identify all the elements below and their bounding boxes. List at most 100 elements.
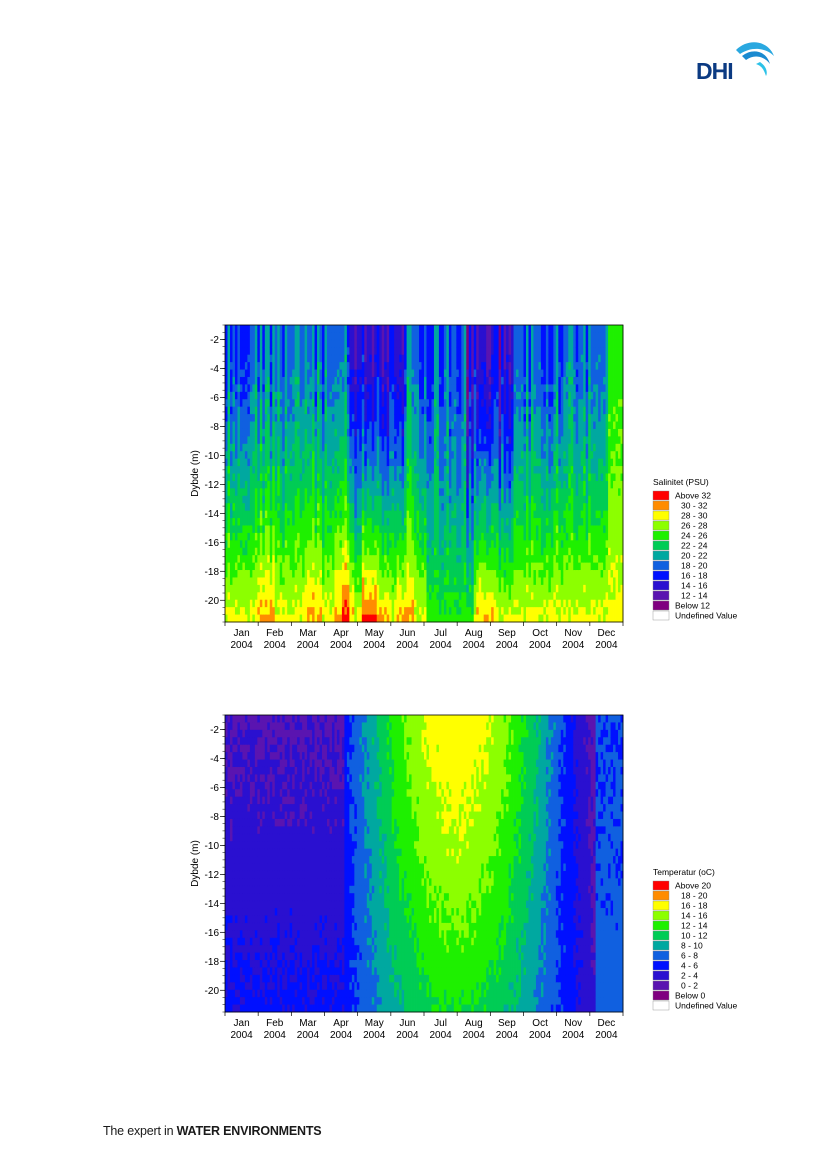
- heatmap-cell: [389, 607, 393, 615]
- heatmap-cell: [533, 532, 537, 541]
- heatmap-cell: [242, 592, 246, 601]
- heatmap-cell: [257, 458, 261, 467]
- heatmap-cell: [451, 414, 455, 422]
- heatmap-cell: [326, 354, 330, 363]
- heatmap-cell: [446, 451, 450, 460]
- heatmap-cell: [456, 451, 460, 460]
- heatmap-cell: [369, 547, 373, 556]
- heatmap-cell: [244, 325, 248, 333]
- heatmap-cell: [453, 562, 457, 571]
- heatmap-cell: [326, 540, 330, 549]
- heatmap-cell: [369, 339, 373, 348]
- heatmap-cell: [409, 384, 412, 393]
- heatmap-cell: [312, 406, 315, 415]
- heatmap-cell: [289, 406, 293, 415]
- heatmap-cell: [523, 473, 527, 482]
- heatmap-cell: [272, 584, 276, 593]
- heatmap-cell: [369, 599, 373, 608]
- heatmap-cell: [232, 391, 236, 400]
- heatmap-cell: [302, 428, 305, 437]
- heatmap-cell: [371, 614, 375, 623]
- heatmap-cell: [508, 547, 512, 556]
- heatmap-cell: [528, 414, 532, 422]
- heatmap-cell: [344, 466, 348, 474]
- heatmap-cell: [428, 607, 432, 615]
- heatmap-cell: [366, 570, 370, 578]
- heatmap-cell: [269, 362, 273, 370]
- heatmap-cell: [448, 562, 452, 571]
- heatmap-cell: [284, 339, 288, 348]
- heatmap-cell: [508, 436, 512, 445]
- heatmap-cell: [486, 406, 490, 415]
- heatmap-cell: [436, 451, 440, 460]
- heatmap-cell: [381, 451, 385, 460]
- heatmap-cell: [446, 614, 450, 623]
- heatmap-cell: [371, 555, 375, 563]
- heatmap-cell: [234, 362, 238, 370]
- heatmap-cell: [451, 599, 455, 608]
- heatmap-cell: [478, 428, 482, 437]
- heatmap-cell: [267, 354, 271, 363]
- heatmap-cell: [483, 369, 487, 378]
- heatmap-cell: [461, 510, 465, 519]
- heatmap-cell: [274, 503, 278, 512]
- heatmap-cell: [419, 577, 422, 586]
- heatmap-cell: [523, 406, 527, 415]
- heatmap-cell: [359, 362, 363, 370]
- heatmap-cell: [396, 362, 400, 370]
- heatmap-cell: [466, 362, 470, 370]
- heatmap-cell: [336, 614, 340, 623]
- heatmap-cell: [493, 421, 497, 430]
- heatmap-cell: [247, 369, 251, 378]
- heatmap-cell: [431, 458, 435, 467]
- heatmap-cell: [279, 495, 283, 504]
- heatmap-cell: [264, 592, 268, 601]
- heatmap-cell: [498, 458, 502, 467]
- heatmap-cell: [381, 540, 385, 549]
- heatmap-cell: [379, 376, 383, 385]
- heatmap-cell: [292, 518, 296, 526]
- heatmap-cell: [451, 562, 455, 571]
- heatmap-cell: [466, 480, 470, 489]
- heatmap-cell: [331, 473, 335, 482]
- heatmap-cell: [431, 406, 435, 415]
- heatmap-cell: [513, 592, 517, 601]
- heatmap-cell: [227, 473, 231, 482]
- heatmap-cell: [458, 555, 462, 563]
- heatmap-cell: [404, 480, 407, 489]
- heatmap-cell: [227, 503, 231, 512]
- heatmap-cell: [438, 488, 442, 497]
- heatmap-cell: [302, 525, 305, 534]
- heatmap-cell: [234, 510, 238, 519]
- heatmap-cell: [244, 495, 248, 504]
- heatmap-cell: [525, 562, 529, 571]
- heatmap-cell: [349, 495, 353, 504]
- heatmap-cell: [441, 614, 445, 623]
- heatmap-cell: [254, 614, 258, 623]
- heatmap-cell: [443, 555, 447, 563]
- heatmap-cell: [498, 525, 502, 534]
- heatmap-cell: [419, 607, 422, 615]
- heatmap-cell: [272, 510, 276, 519]
- heatmap-cell: [424, 570, 427, 578]
- heatmap-cell: [456, 443, 460, 452]
- heatmap-cell: [244, 614, 248, 623]
- heatmap-cell: [242, 391, 246, 400]
- heatmap-cell: [401, 570, 405, 578]
- heatmap-cell: [436, 339, 440, 348]
- heatmap-cell: [518, 399, 522, 408]
- heatmap-cell: [528, 458, 532, 467]
- heatmap-cell: [446, 325, 450, 333]
- heatmap-cell: [299, 599, 303, 608]
- heatmap-cell: [488, 421, 492, 430]
- heatmap-cell: [334, 451, 338, 460]
- heatmap-cell: [254, 428, 258, 437]
- heatmap-cell: [302, 384, 305, 393]
- heatmap-cell: [471, 607, 475, 615]
- heatmap-cell: [496, 384, 500, 393]
- heatmap-cell: [518, 510, 522, 519]
- heatmap-cell: [513, 384, 517, 393]
- heatmap-cell: [364, 458, 368, 467]
- heatmap-cell: [244, 354, 248, 363]
- heatmap-cell: [488, 614, 492, 623]
